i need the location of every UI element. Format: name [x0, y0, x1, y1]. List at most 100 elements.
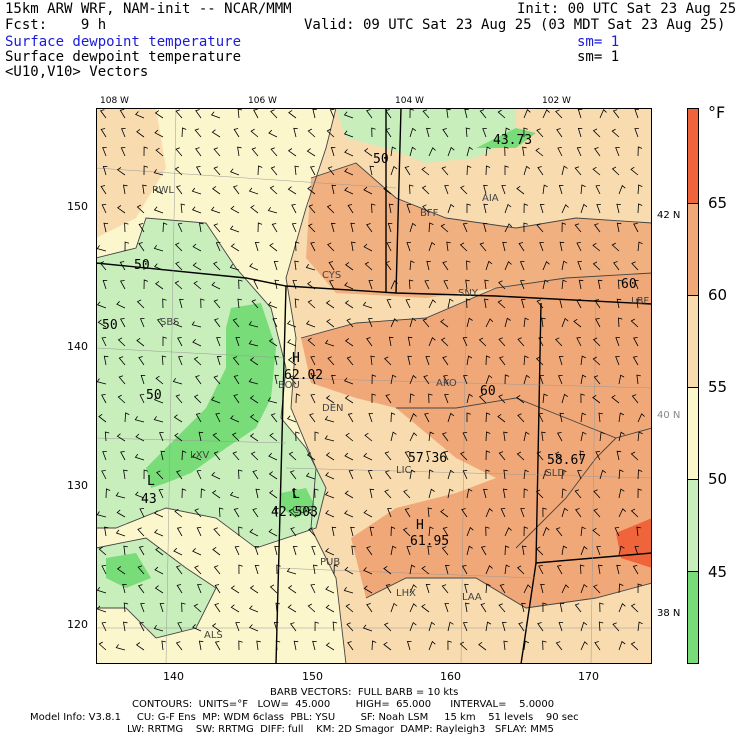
wind-barb: [503, 469, 508, 480]
wind-barb: [143, 469, 148, 480]
wind-barb: [366, 223, 373, 233]
wind-barb: [139, 508, 145, 518]
contour-label: 43: [141, 492, 157, 507]
wind-barb: [421, 603, 430, 613]
wind-barb: [192, 262, 202, 271]
wind-barb: [599, 602, 604, 613]
wind-barb: [96, 511, 107, 518]
wind-barb: [158, 489, 164, 499]
wind-barb: [386, 299, 392, 309]
wind-barb: [308, 527, 316, 537]
wind-barb: [409, 222, 417, 233]
wind-barb: [154, 529, 164, 537]
wind-barb: [633, 337, 639, 347]
wind-barb: [116, 167, 126, 176]
wind-barb: [238, 564, 243, 575]
wind-barb: [102, 147, 107, 157]
wind-barb: [325, 510, 335, 518]
wind-barb: [387, 508, 392, 518]
wind-barb: [559, 412, 565, 423]
wind-barb: [118, 375, 126, 385]
wind-barb: [428, 299, 436, 309]
wind-barb: [174, 280, 183, 290]
wind-barb: [366, 603, 373, 613]
wind-barb: [193, 394, 202, 404]
wind-barb: [402, 527, 411, 537]
wind-barb: [523, 203, 529, 214]
wind-barb: [559, 298, 564, 309]
lon-label: 104 W: [395, 96, 424, 106]
wind-barb: [480, 603, 487, 613]
wind-barb: [307, 603, 316, 613]
wind-barb: [305, 263, 316, 271]
wind-barb: [287, 604, 297, 613]
wind-barb: [99, 261, 107, 271]
wind-barb: [233, 394, 240, 404]
wind-barb: [250, 451, 259, 461]
wind-barb: [238, 640, 243, 651]
wind-barb: [523, 469, 529, 480]
wind-barb: [118, 356, 126, 366]
wind-barb: [213, 565, 221, 575]
wind-barb: [311, 375, 316, 385]
wind-barb: [466, 393, 473, 404]
wind-barb: [542, 526, 550, 537]
wind-barb: [592, 261, 601, 271]
contour-label: 62.02: [284, 368, 324, 383]
wind-barb: [180, 203, 186, 214]
wind-barb: [426, 450, 431, 461]
wind-barb: [580, 412, 586, 423]
wind-barb: [539, 375, 544, 385]
wind-barb: [573, 318, 582, 328]
wind-barb: [538, 413, 544, 423]
wind-barb: [330, 222, 336, 233]
wind-barb: [103, 222, 109, 233]
wind-barb: [523, 431, 530, 442]
wind-barb: [631, 261, 639, 271]
wind-barb: [484, 298, 489, 309]
wind-barb: [124, 241, 130, 252]
wind-barb: [385, 584, 392, 594]
wind-barb: [497, 109, 506, 119]
wind-barb: [559, 602, 565, 613]
wind-barb: [523, 526, 529, 537]
wind-barb: [273, 260, 279, 271]
wind-barb: [441, 584, 449, 594]
wind-barb: [479, 242, 487, 252]
wind-barb: [428, 621, 436, 632]
wind-barb: [407, 336, 413, 347]
wind-barb: [428, 431, 434, 442]
station-label: RWL: [152, 185, 175, 196]
wind-barb: [124, 412, 130, 423]
wind-barb: [409, 413, 417, 423]
wind-barb: [561, 317, 569, 328]
wind-barb: [539, 242, 544, 252]
wind-barb: [580, 393, 585, 404]
wind-barb: [238, 526, 243, 537]
wind-barb: [426, 127, 431, 138]
wind-barb: [213, 451, 221, 461]
wind-barb: [406, 204, 411, 214]
wind-barb: [161, 355, 167, 366]
wind-barb: [561, 507, 569, 518]
wind-barb: [308, 223, 316, 233]
wind-barb: [611, 166, 620, 176]
wind-barb: [542, 109, 550, 119]
wind-barb: [576, 299, 582, 309]
wind-barb: [409, 127, 417, 138]
wind-barb: [289, 470, 297, 480]
wind-barb: [460, 451, 468, 461]
wind-barb: [497, 413, 506, 423]
wind-barb: [615, 147, 620, 157]
wind-barb: [286, 320, 297, 328]
wind-barb: [536, 299, 544, 309]
wind-barb: [276, 564, 281, 575]
smoothing-2: sm= 1: [577, 49, 620, 65]
wind-barb: [232, 451, 240, 461]
wind-barb: [595, 185, 601, 195]
wind-barb: [555, 527, 563, 537]
wind-barb: [213, 223, 221, 233]
wind-barb: [212, 546, 221, 556]
valid-time: Valid: 09 UTC Sat 23 Aug 25 (03 MDT Sat …: [304, 17, 726, 33]
wind-barb: [561, 165, 568, 176]
